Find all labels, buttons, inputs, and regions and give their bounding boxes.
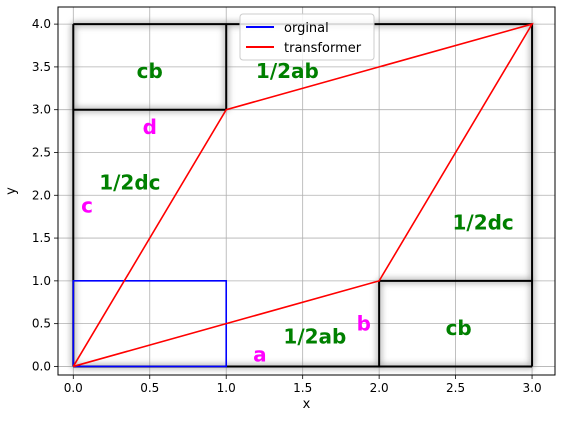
x-tick-label: 2.0 — [370, 381, 389, 395]
series-line-transformer — [72, 22, 534, 368]
y-tick-label: 3.0 — [32, 103, 51, 117]
legend-label: orginal — [284, 21, 329, 36]
plot-frame — [57, 6, 556, 376]
annotation-label: cb — [137, 59, 163, 83]
series-line-orginal — [72, 280, 228, 368]
y-tick-label: 3.5 — [32, 60, 51, 74]
annotation-label: 1/2ab — [283, 324, 346, 348]
annotation-label: b — [357, 312, 371, 336]
annotation-label: c — [81, 194, 93, 218]
x-tick-label: 0.0 — [64, 381, 83, 395]
annotation-label: cb — [446, 316, 472, 340]
y-axis-label: y — [4, 187, 19, 195]
annotation-label: 1/2dc — [452, 211, 513, 235]
legend-box — [239, 13, 375, 61]
annotation-label: a — [253, 342, 267, 366]
x-tick-label: 3.0 — [523, 381, 542, 395]
x-tick-label: 1.0 — [217, 381, 236, 395]
y-tick-label: 0.0 — [32, 359, 51, 373]
y-tick-label: 2.0 — [32, 188, 51, 202]
series-lines — [72, 22, 534, 368]
legend-label: transformer — [284, 41, 362, 56]
y-tick-label: 1.0 — [32, 274, 51, 288]
y-tick-label: 2.5 — [32, 145, 51, 159]
y-tick-label: 0.5 — [32, 317, 51, 331]
x-axis-ticks: 0.0 0.5 1.0 1.5 2.0 2.5 3.0 — [64, 375, 542, 395]
x-tick-label: 1.5 — [293, 381, 312, 395]
y-tick-label: 1.5 — [32, 231, 51, 245]
annotation-label: 1/2dc — [99, 170, 160, 194]
x-axis-label: x — [303, 397, 311, 412]
annotation-label: 1/2ab — [256, 59, 319, 83]
y-tick-label: 4.0 — [32, 17, 51, 31]
x-tick-label: 0.5 — [140, 381, 159, 395]
y-axis-ticks: 0.0 0.5 1.0 1.5 2.0 2.5 3.0 3.5 4.0 — [32, 17, 58, 373]
x-tick-label: 2.5 — [446, 381, 465, 395]
annotation-label: d — [143, 115, 157, 139]
legend: orginal transformer — [239, 13, 375, 61]
